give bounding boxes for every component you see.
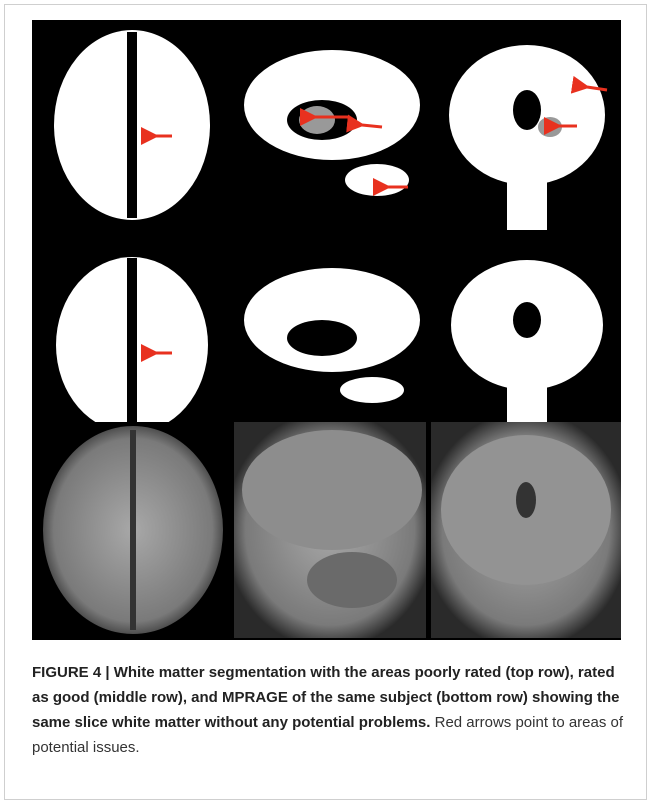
arrow: [362, 125, 382, 127]
gray-region: [299, 106, 335, 134]
wm-blob: [244, 268, 420, 372]
caption: FIGURE 4 | White matter segmentation wit…: [32, 660, 628, 760]
midline: [130, 430, 136, 630]
ventricle: [513, 90, 541, 130]
midline: [127, 258, 137, 434]
axial-middle: [56, 257, 208, 434]
gray-region: [538, 117, 562, 137]
brainstem: [507, 160, 547, 230]
ventricle: [287, 320, 357, 356]
brain: [242, 430, 422, 550]
page: FIGURE 4 | White matter segmentation wit…: [0, 0, 653, 806]
cerebellum: [345, 164, 409, 196]
figure-image: [32, 20, 621, 640]
midline: [127, 32, 137, 218]
cerebellum: [340, 377, 404, 403]
axial-top: [54, 30, 210, 220]
ventricle: [513, 302, 541, 338]
cerebellum: [307, 552, 397, 608]
ventricle: [516, 482, 536, 518]
brainstem: [507, 365, 547, 425]
